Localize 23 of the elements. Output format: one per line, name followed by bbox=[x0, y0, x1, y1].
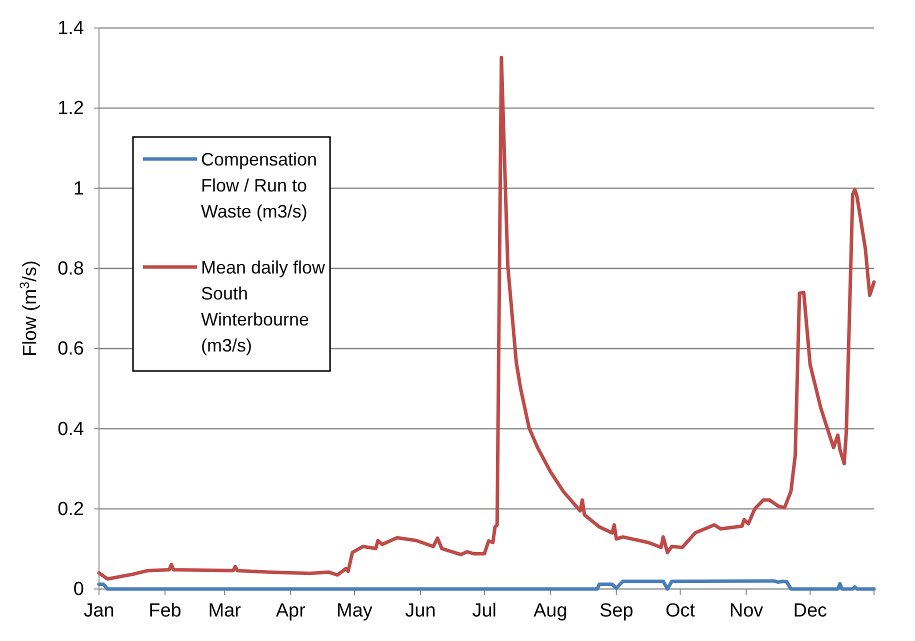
y-tick-label: 1.2 bbox=[58, 98, 84, 120]
y-tick-label: 0.8 bbox=[58, 258, 84, 280]
y-tick-label: 0.2 bbox=[58, 498, 84, 520]
legend-label: Compensation Flow / Run to Waste (m3/s) bbox=[201, 149, 318, 222]
y-tick-label: 0 bbox=[73, 579, 84, 600]
y-tick-label: 1 bbox=[73, 178, 84, 200]
x-tick-label: Jun bbox=[405, 600, 436, 622]
x-tick-label: May bbox=[336, 600, 373, 622]
x-tick-label: Aug bbox=[533, 600, 568, 622]
y-tick-label: 0.4 bbox=[58, 418, 84, 440]
x-tick-label: Sep bbox=[599, 600, 634, 622]
x-tick-label: Dec bbox=[793, 600, 828, 622]
x-tick-label: Feb bbox=[148, 600, 182, 622]
legend-label: Mean daily flow South Winterbourne (m3/s) bbox=[201, 257, 326, 356]
x-tick-label: Jan bbox=[84, 600, 114, 622]
y-tick-label: 1.4 bbox=[58, 18, 84, 40]
x-tick-label: Apr bbox=[276, 600, 306, 622]
x-tick-label: Nov bbox=[729, 600, 764, 622]
x-tick-label: Mar bbox=[208, 600, 242, 622]
x-tick-label: Oct bbox=[665, 600, 696, 622]
line-series bbox=[97, 579, 876, 591]
y-tick-label: 0.6 bbox=[58, 338, 84, 360]
x-tick-label: Jul bbox=[472, 600, 497, 622]
